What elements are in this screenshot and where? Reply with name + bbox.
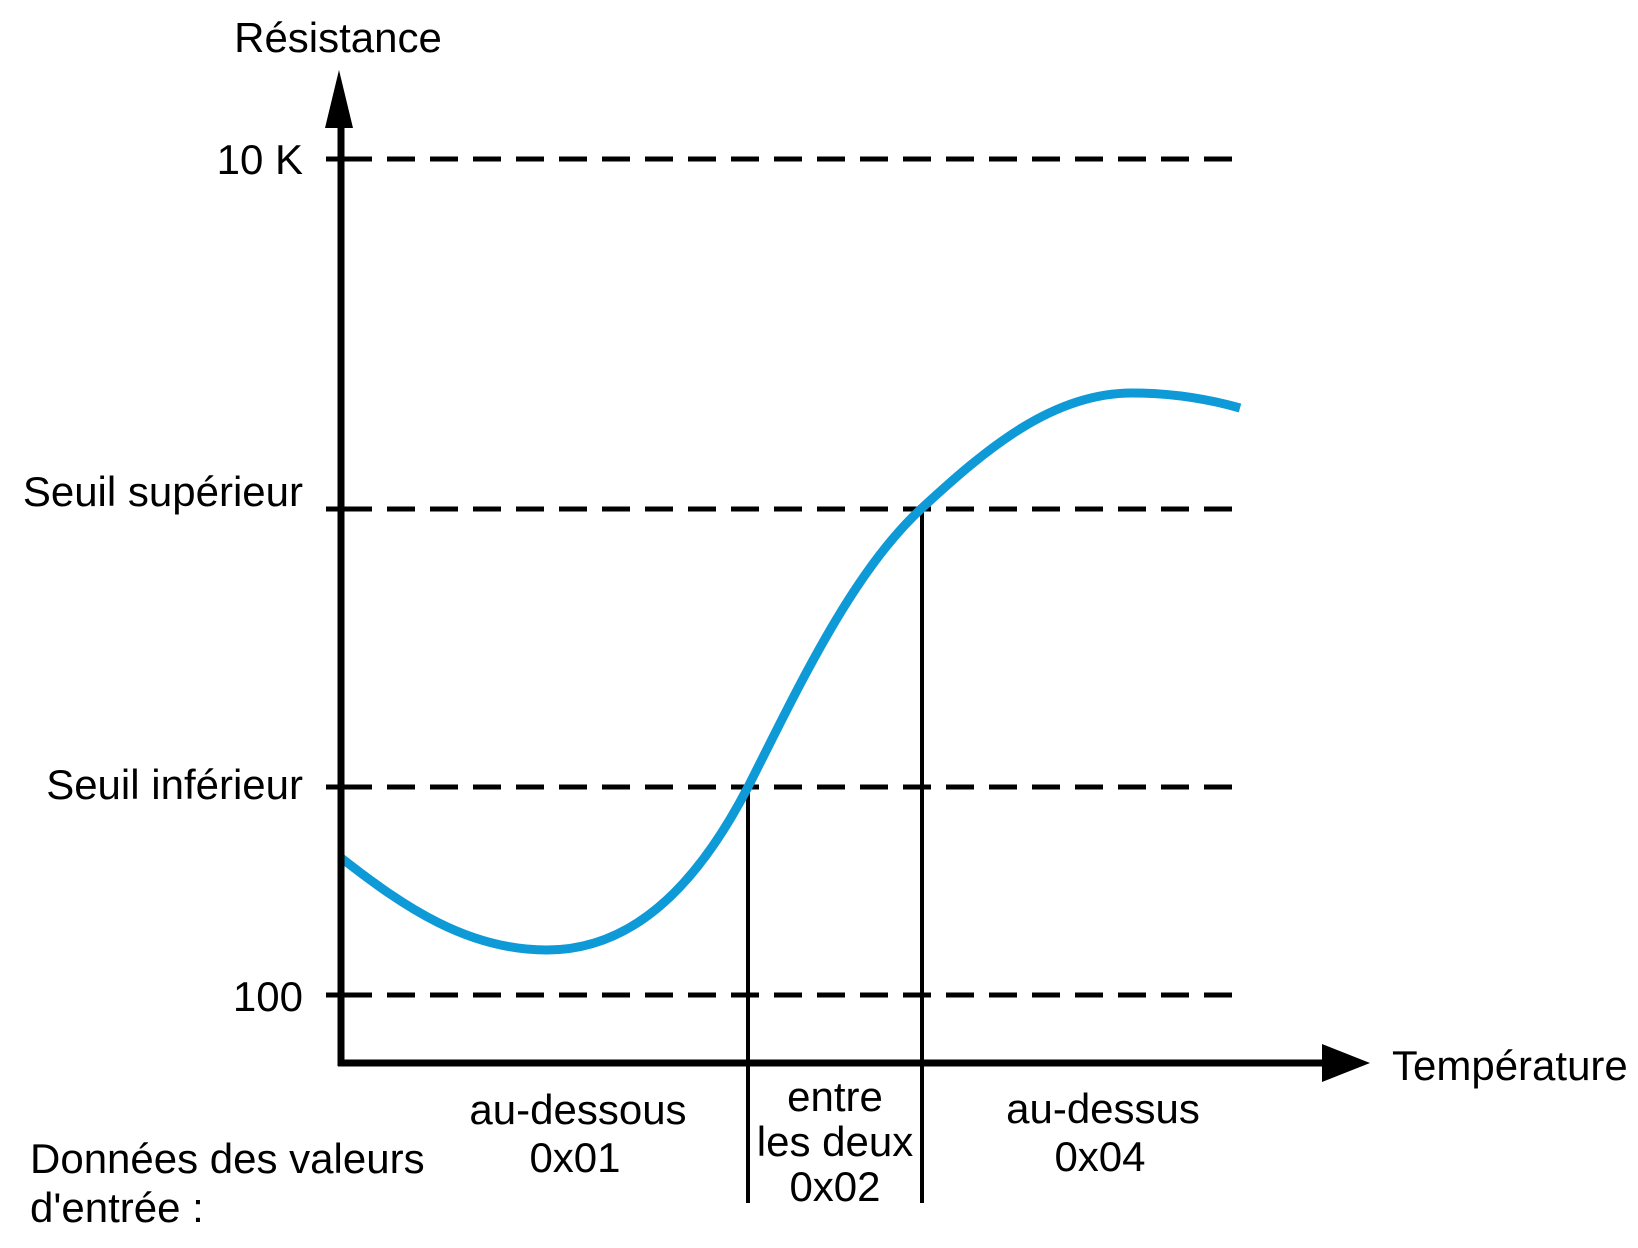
tick-label-upper-threshold: Seuil supérieur xyxy=(23,468,303,515)
caption-line-1: Données des valeurs xyxy=(30,1135,425,1182)
dashed-reference-lines xyxy=(344,156,1240,998)
region-above-value: 0x04 xyxy=(1054,1133,1145,1180)
tick-label-lower-threshold: Seuil inférieur xyxy=(46,761,303,808)
x-axis-title: Température xyxy=(1392,1042,1628,1089)
region-above-label: au-dessus xyxy=(1006,1085,1200,1132)
region-between-label-line1: entre xyxy=(787,1073,883,1120)
threshold-crossing-lines xyxy=(746,508,924,1203)
tick-label-100: 100 xyxy=(233,973,303,1020)
region-between-label-line2: les deux xyxy=(757,1118,913,1165)
x-axis-arrow xyxy=(1322,1044,1370,1082)
caption-line-2: d'entrée : xyxy=(30,1184,204,1231)
region-below-label: au-dessous xyxy=(469,1086,686,1133)
tick-label-10k: 10 K xyxy=(217,136,303,183)
resistance-curve xyxy=(337,388,1242,955)
y-axis-title: Résistance xyxy=(234,14,442,61)
region-below-value: 0x01 xyxy=(529,1134,620,1181)
y-axis-arrow xyxy=(325,70,353,128)
region-between-value: 0x02 xyxy=(789,1163,880,1210)
